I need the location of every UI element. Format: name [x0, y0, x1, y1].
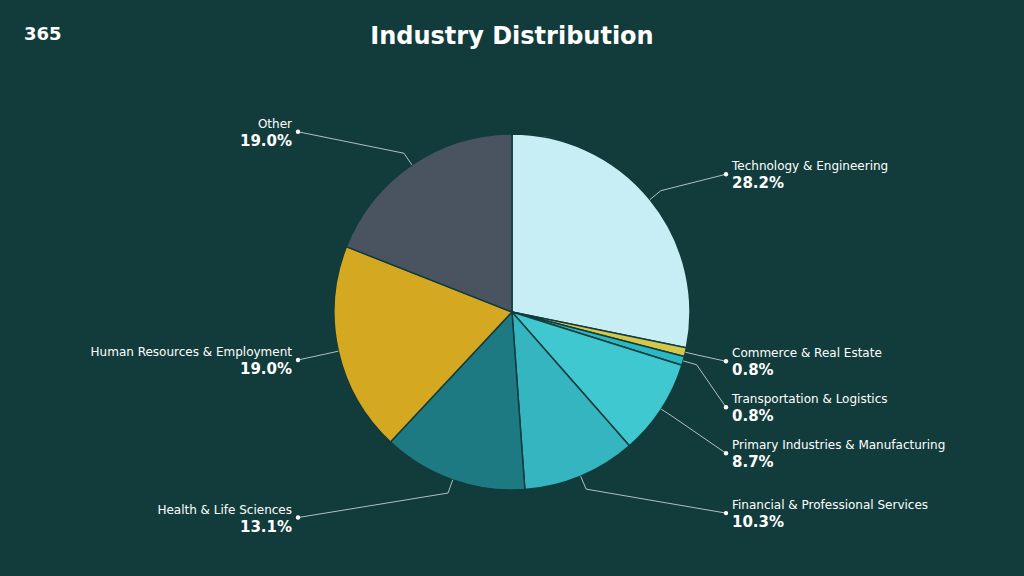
- slice-value: 0.8%: [732, 407, 774, 425]
- slice-value: 0.8%: [732, 361, 774, 379]
- leader-dot: [296, 130, 300, 134]
- leader-dot: [724, 405, 728, 409]
- slice-label: Transportation & Logistics: [731, 392, 888, 406]
- slice-value: 19.0%: [240, 132, 292, 150]
- pie-slice: [346, 134, 512, 312]
- slice-label: Financial & Professional Services: [732, 498, 928, 512]
- chart-root: Industry Distribution 365 Technology & Eng…: [0, 0, 1024, 576]
- background: [0, 0, 1024, 576]
- slice-value: 19.0%: [240, 360, 292, 378]
- logo-text: 365: [24, 23, 62, 44]
- slice-value: 8.7%: [732, 453, 774, 471]
- chart-title: Industry Distribution: [370, 22, 653, 50]
- slice-value: 13.1%: [240, 518, 292, 536]
- slice-label: Human Resources & Employment: [91, 345, 293, 359]
- leader-dot: [724, 359, 728, 363]
- leader-dot: [724, 511, 728, 515]
- leader-dot: [724, 451, 728, 455]
- slice-label: Technology & Engineering: [731, 159, 888, 173]
- slice-value: 28.2%: [732, 174, 784, 192]
- slice-value: 10.3%: [732, 513, 784, 531]
- leader-line: [298, 132, 412, 165]
- data-labels: Technology & Engineering28.2% Commerce & …: [91, 117, 946, 536]
- leader-line: [650, 174, 726, 199]
- leader-dot: [724, 172, 728, 176]
- leader-dot: [296, 358, 300, 362]
- pie-slice: [512, 312, 629, 490]
- slice-label: Health & Life Sciences: [157, 503, 292, 517]
- slice-label: Commerce & Real Estate: [732, 346, 882, 360]
- leader-line: [581, 476, 726, 513]
- leader-dot: [296, 515, 300, 519]
- leader-line: [685, 352, 726, 361]
- pie-slice: [512, 134, 690, 348]
- leader-line: [298, 351, 338, 360]
- leader-line: [298, 480, 453, 518]
- pie-slices: [334, 134, 690, 490]
- slice-label: Other: [258, 117, 292, 131]
- slice-label: Primary Industries & Manufacturing: [732, 438, 945, 452]
- leader-line: [683, 361, 726, 407]
- leader-line: [661, 409, 726, 453]
